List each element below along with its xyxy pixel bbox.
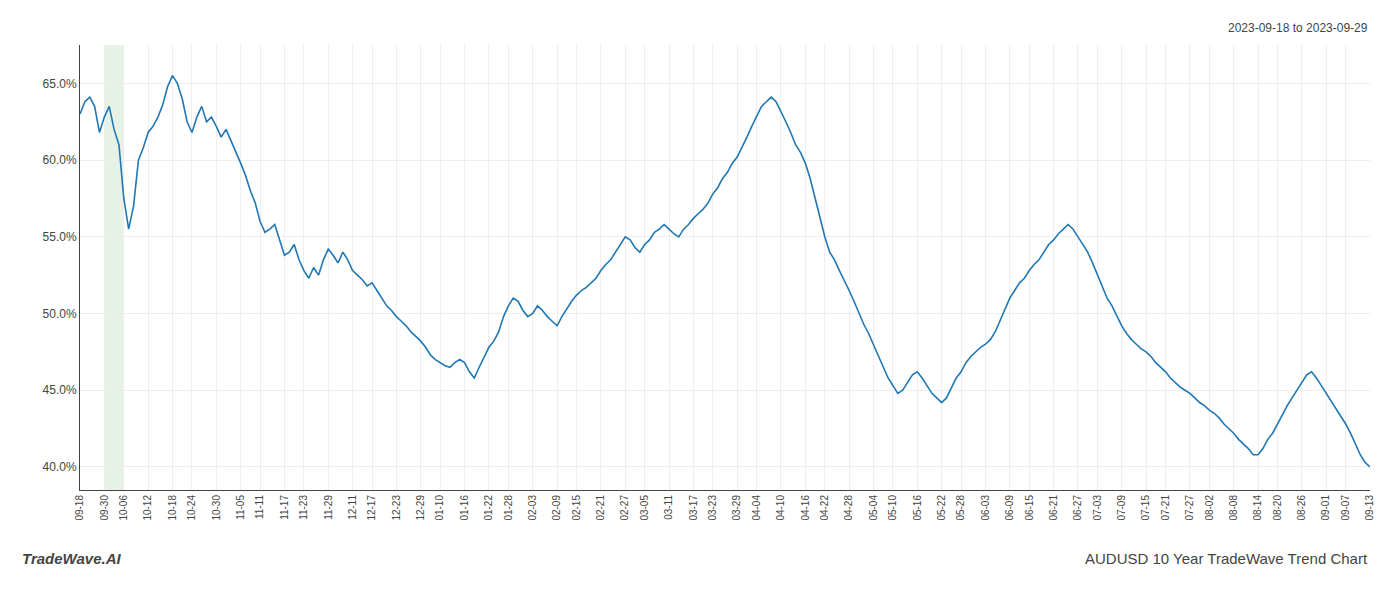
svg-text:05-16: 05-16: [912, 495, 923, 521]
svg-text:01-16: 01-16: [459, 495, 470, 521]
svg-text:12-29: 12-29: [415, 495, 426, 521]
svg-text:10-18: 10-18: [167, 495, 178, 521]
svg-text:05-10: 05-10: [887, 495, 898, 521]
svg-text:03-23: 03-23: [707, 495, 718, 521]
svg-text:11-29: 11-29: [323, 495, 334, 520]
svg-text:02-21: 02-21: [595, 495, 606, 521]
svg-text:08-26: 08-26: [1296, 495, 1307, 521]
svg-text:05-22: 05-22: [936, 495, 947, 521]
svg-text:07-21: 07-21: [1160, 495, 1171, 521]
svg-text:05-04: 05-04: [868, 495, 879, 521]
svg-text:03-11: 03-11: [663, 495, 674, 520]
svg-text:08-08: 08-08: [1228, 495, 1239, 521]
svg-text:10-30: 10-30: [211, 495, 222, 521]
svg-text:01-22: 01-22: [483, 495, 494, 521]
svg-text:11-23: 11-23: [298, 495, 309, 520]
svg-text:09-18: 09-18: [74, 495, 85, 521]
svg-text:06-09: 06-09: [1004, 495, 1015, 521]
svg-text:12-23: 12-23: [391, 495, 402, 521]
svg-text:02-09: 02-09: [551, 495, 562, 521]
svg-text:09-13: 09-13: [1364, 495, 1375, 521]
svg-text:12-11: 12-11: [347, 495, 358, 520]
svg-text:04-04: 04-04: [751, 495, 762, 521]
svg-text:09-07: 09-07: [1340, 495, 1351, 521]
svg-text:07-09: 07-09: [1116, 495, 1127, 521]
svg-text:08-20: 08-20: [1272, 495, 1283, 521]
svg-text:11-17: 11-17: [279, 495, 290, 520]
svg-text:2023-09-18 to 2023-09-29: 2023-09-18 to 2023-09-29: [1228, 21, 1368, 35]
svg-text:10-24: 10-24: [186, 495, 197, 521]
svg-text:40.0%: 40.0%: [43, 460, 77, 474]
svg-text:07-27: 07-27: [1184, 495, 1195, 521]
svg-text:06-15: 06-15: [1024, 495, 1035, 521]
svg-text:08-02: 08-02: [1204, 495, 1215, 521]
svg-text:55.0%: 55.0%: [43, 230, 77, 244]
svg-text:60.0%: 60.0%: [43, 153, 77, 167]
svg-text:05-28: 05-28: [955, 495, 966, 521]
svg-text:02-27: 02-27: [619, 495, 630, 521]
svg-text:02-15: 02-15: [571, 495, 582, 521]
svg-text:08-14: 08-14: [1252, 495, 1263, 521]
svg-text:45.0%: 45.0%: [43, 383, 77, 397]
svg-text:12-17: 12-17: [366, 495, 377, 521]
svg-text:09-01: 09-01: [1320, 495, 1331, 521]
svg-text:04-16: 04-16: [800, 495, 811, 521]
svg-text:07-15: 07-15: [1140, 495, 1151, 521]
svg-text:TradeWave.AI: TradeWave.AI: [22, 550, 121, 567]
svg-text:06-03: 06-03: [980, 495, 991, 521]
svg-text:07-03: 07-03: [1092, 495, 1103, 521]
svg-text:11-05: 11-05: [235, 495, 246, 520]
svg-text:04-28: 04-28: [843, 495, 854, 521]
svg-text:04-10: 04-10: [775, 495, 786, 521]
svg-text:65.0%: 65.0%: [43, 77, 77, 91]
svg-text:01-28: 01-28: [503, 495, 514, 521]
svg-text:50.0%: 50.0%: [43, 307, 77, 321]
svg-text:03-29: 03-29: [731, 495, 742, 521]
svg-text:06-27: 06-27: [1072, 495, 1083, 521]
svg-text:02-03: 02-03: [527, 495, 538, 521]
svg-text:11-11: 11-11: [254, 495, 265, 520]
svg-text:10-12: 10-12: [142, 495, 153, 521]
svg-text:04-22: 04-22: [819, 495, 830, 521]
svg-text:03-05: 03-05: [639, 495, 650, 521]
svg-text:01-10: 01-10: [434, 495, 445, 521]
svg-text:AUDUSD 10 Year TradeWave Trend: AUDUSD 10 Year TradeWave Trend Chart: [1085, 550, 1368, 567]
svg-text:09-30: 09-30: [99, 495, 110, 521]
svg-text:06-21: 06-21: [1048, 495, 1059, 521]
svg-text:03-17: 03-17: [688, 495, 699, 521]
svg-text:10-06: 10-06: [118, 495, 129, 521]
